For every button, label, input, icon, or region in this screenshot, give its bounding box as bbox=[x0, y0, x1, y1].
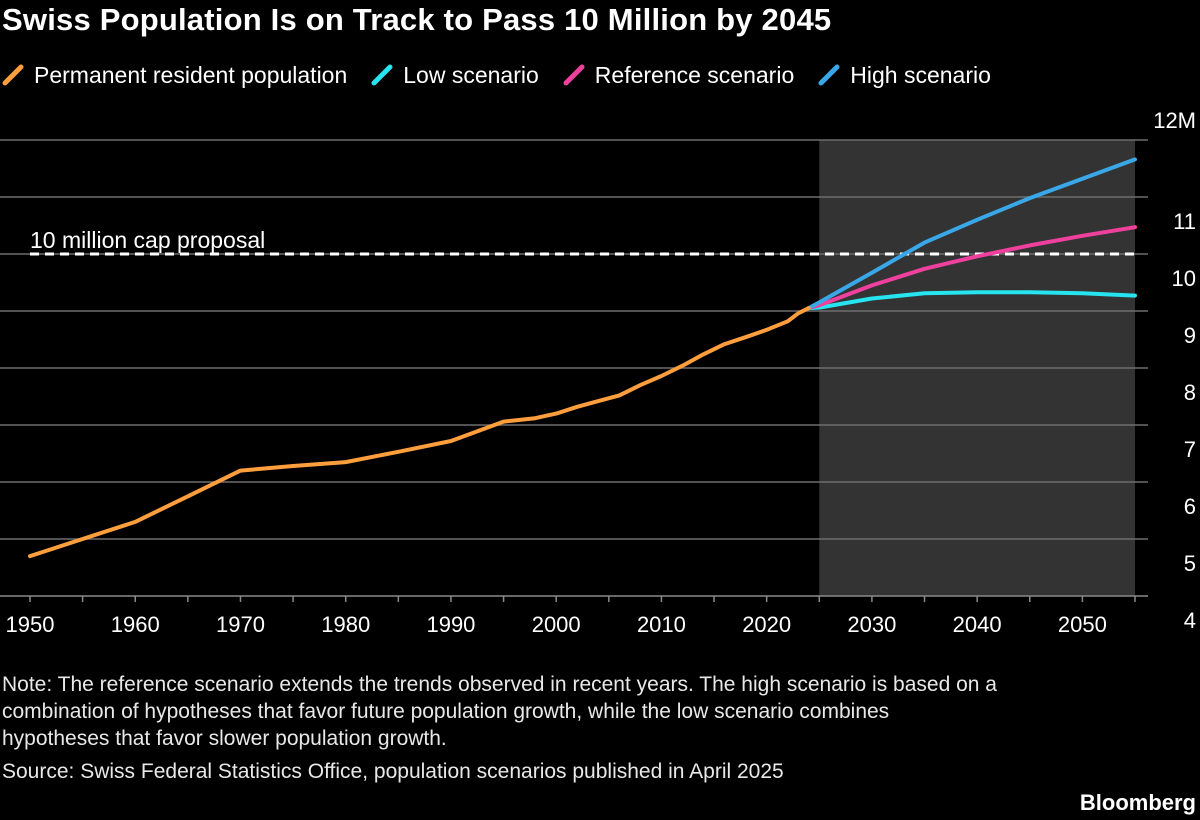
y-tick-label: 7 bbox=[1184, 437, 1196, 462]
legend-label: Permanent resident population bbox=[34, 61, 348, 88]
x-tick-label: 1970 bbox=[216, 612, 265, 637]
x-tick-label: 2030 bbox=[847, 612, 896, 637]
legend-item: Reference scenario bbox=[563, 62, 794, 89]
y-tick-label: 5 bbox=[1184, 551, 1196, 576]
y-tick-label: 8 bbox=[1184, 380, 1196, 405]
x-tick-label: 2020 bbox=[742, 612, 791, 637]
x-tick-label: 1990 bbox=[426, 612, 475, 637]
x-tick-label: 2010 bbox=[637, 612, 686, 637]
legend-swatch bbox=[563, 64, 585, 86]
reference-line-label: 10 million cap proposal bbox=[30, 227, 265, 253]
x-tick-label: 1960 bbox=[111, 612, 160, 637]
series-line-permanent-resident-population bbox=[28, 306, 811, 559]
series-line-low-scenario bbox=[806, 290, 1137, 311]
legend-swatch bbox=[818, 64, 840, 86]
x-tick-label: 1950 bbox=[6, 612, 55, 637]
y-tick-label: 9 bbox=[1184, 323, 1196, 348]
x-tick-label: 2040 bbox=[953, 612, 1002, 637]
x-tick-label: 2050 bbox=[1058, 612, 1107, 637]
chart-title: Swiss Population Is on Track to Pass 10 … bbox=[2, 2, 832, 37]
series-line-reference-scenario bbox=[806, 225, 1137, 311]
x-tick-label: 1980 bbox=[321, 612, 370, 637]
series-line-high-scenario bbox=[806, 157, 1137, 311]
legend-swatch bbox=[2, 64, 24, 86]
legend-item: Low scenario bbox=[371, 62, 539, 89]
legend-label: Reference scenario bbox=[594, 61, 795, 88]
legend-item: Permanent resident population bbox=[2, 62, 347, 89]
y-tick-label: 6 bbox=[1184, 494, 1196, 519]
x-tick-label: 2000 bbox=[532, 612, 581, 637]
y-tick-label: 12M bbox=[1153, 108, 1196, 133]
y-tick-label: 11 bbox=[1173, 209, 1196, 234]
y-tick-label: 10 bbox=[1172, 266, 1196, 291]
legend-item: High scenario bbox=[818, 62, 991, 89]
y-tick-label: 4 bbox=[1184, 608, 1196, 633]
note-line: Note: The reference scenario extends the… bbox=[2, 673, 997, 696]
legend-label: High scenario bbox=[850, 61, 991, 88]
chart-note: Note: The reference scenario extends the… bbox=[2, 671, 1198, 752]
legend-label: Low scenario bbox=[403, 61, 539, 88]
chart-legend: Permanent resident population Low scenari… bbox=[2, 60, 1015, 90]
note-line: hypotheses that favor slower population … bbox=[2, 727, 447, 750]
bloomberg-logo: Bloomberg bbox=[1079, 790, 1196, 815]
legend-swatch bbox=[371, 64, 393, 86]
note-line: combination of hypotheses that favor fut… bbox=[2, 700, 890, 723]
chart-source: Source: Swiss Federal Statistics Office,… bbox=[2, 760, 784, 783]
line-chart: 1950 1960 1970 1980 1990 2000 2010 2020 2030 2040… bbox=[0, 108, 1196, 637]
